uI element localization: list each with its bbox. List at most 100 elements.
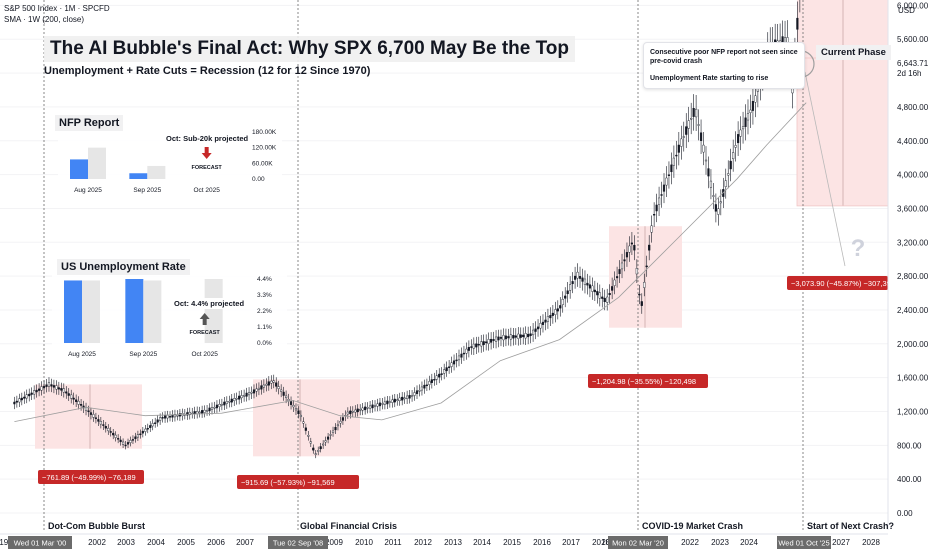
inset-y-tick: 0.00: [252, 176, 265, 183]
candle-body: [682, 136, 685, 138]
candle-body: [52, 385, 56, 388]
candle-body: [480, 341, 483, 347]
candle-body: [472, 343, 475, 349]
y-tick-label: 3,600.00: [897, 204, 929, 213]
inset-category-label: Sep 2025: [129, 351, 157, 358]
candle-body: [457, 355, 461, 361]
candle-body: [544, 319, 547, 323]
candle-body: [707, 168, 710, 177]
candle-body: [606, 296, 609, 303]
x-tick-label: 2027: [832, 538, 850, 547]
candle-body: [109, 431, 112, 433]
chart-subtitle: Unemployment + Rate Cuts = Recession (12…: [44, 65, 371, 77]
drawdown-label-bg: [38, 470, 144, 484]
candle-body: [739, 129, 742, 137]
y-tick-label: 1,200.00: [897, 407, 929, 416]
candle-body: [470, 346, 473, 348]
inset-y-tick: 3.3%: [257, 292, 272, 299]
candle-body: [47, 382, 51, 387]
x-tick-label: 199: [0, 538, 13, 547]
candle-body: [368, 405, 372, 409]
candle-body: [201, 410, 204, 414]
forecast-arrow-stem: [204, 147, 209, 153]
inset-annotation-bg: [164, 133, 250, 144]
candle-body: [247, 392, 251, 396]
candle-body: [452, 360, 456, 365]
candle-body: [104, 426, 107, 429]
candle-body: [198, 411, 201, 414]
candle-body: [569, 284, 572, 291]
note-unemployment: Unemployment Rate starting to rise: [650, 75, 769, 82]
candle-body: [601, 296, 604, 299]
candle-body: [70, 394, 73, 399]
candle-body: [499, 336, 503, 339]
candle-body: [294, 408, 298, 411]
candle-body: [559, 305, 562, 309]
inset-category-label: Oct 2025: [191, 351, 218, 358]
candle-body: [107, 427, 110, 432]
candle-body: [581, 277, 584, 282]
candle-body: [112, 432, 115, 436]
y-tick-label: 400.00: [897, 475, 922, 484]
inset-bar: [129, 173, 148, 179]
candle-body: [653, 214, 656, 216]
candle-body: [215, 404, 219, 409]
candle-body: [546, 316, 550, 322]
candle-body: [67, 393, 70, 396]
candle-body: [549, 315, 552, 319]
candle-body: [695, 108, 698, 118]
candle-body: [304, 427, 307, 431]
candle-body: [598, 292, 601, 299]
candle-body: [690, 118, 693, 120]
candle-body: [265, 383, 268, 386]
candle-body: [126, 442, 130, 445]
candle-body: [465, 348, 468, 354]
candle-body: [40, 386, 43, 391]
candle-body: [657, 197, 661, 205]
candle-body: [754, 95, 757, 103]
date-label-bg: [777, 536, 831, 549]
candle-body: [346, 411, 349, 415]
candle-body: [724, 180, 727, 187]
candle-body: [443, 369, 446, 374]
symbol-line: S&P 500 Index · 1M · SPCFD: [4, 4, 110, 13]
candle-body: [440, 373, 443, 375]
candle-body: [60, 388, 63, 391]
y-tick-label: 3,200.00: [897, 238, 929, 247]
candle-body: [349, 410, 352, 415]
candle-body: [156, 419, 159, 423]
candle-body: [539, 322, 542, 329]
date-label-bg: [268, 536, 328, 549]
candle-body: [280, 389, 283, 392]
candle-body: [25, 394, 28, 399]
date-label-bg: [8, 536, 72, 549]
candle-body: [460, 353, 463, 358]
x-tick-label: 2003: [117, 538, 135, 547]
candle-body: [719, 201, 722, 204]
candle-body: [225, 401, 228, 404]
drawdown-label: −3,073.90 (−45.87%) −307,39: [791, 279, 891, 288]
x-tick-label: 2009: [325, 538, 343, 547]
inset-annotation: Oct: Sub-20k projected: [166, 134, 249, 143]
candle-body: [524, 333, 527, 339]
candle-body: [292, 405, 295, 408]
candle-body: [712, 195, 715, 197]
candle-body: [159, 417, 162, 421]
inset-annotation: Oct: 4.4% projected: [174, 299, 244, 308]
candle-body: [620, 262, 624, 270]
candle-body: [625, 252, 629, 258]
candle-body: [509, 334, 512, 340]
candle-body: [386, 400, 389, 405]
candle-body: [331, 430, 335, 433]
candle-body: [299, 414, 303, 417]
candle-body: [228, 400, 231, 403]
candle-body: [186, 412, 189, 416]
inset-y-tick: 180.00K: [252, 129, 277, 136]
candle-body: [709, 180, 713, 188]
candle-body: [573, 275, 577, 280]
x-tick-label: 2018: [592, 538, 610, 547]
candle-body: [744, 117, 747, 127]
candle-body: [561, 299, 564, 305]
candle-body: [398, 397, 401, 401]
